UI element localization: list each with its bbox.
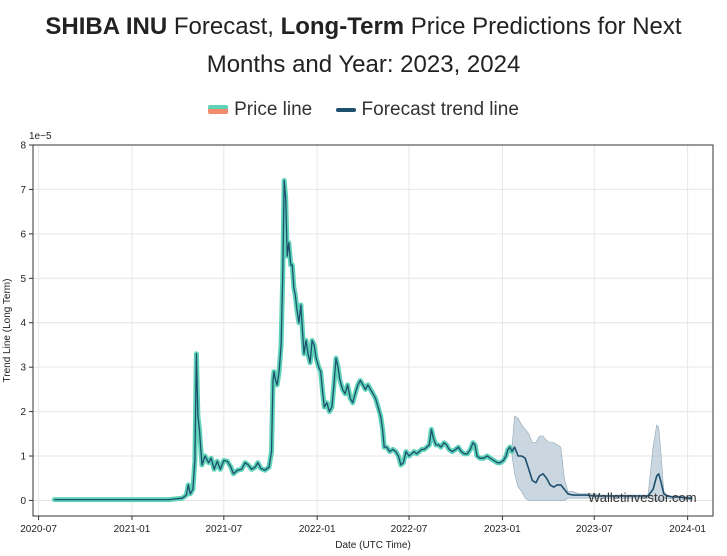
- x-tick-label: 2021-01: [114, 524, 151, 535]
- y-scale-label: 1e−5: [29, 131, 52, 142]
- x-tick-label: 2020-07: [20, 524, 57, 535]
- chart-legend: Price line Forecast trend line: [0, 99, 727, 121]
- x-tick-label: 2024-01: [669, 524, 706, 535]
- title-coin-name: SHIBA INU: [45, 13, 168, 40]
- forecast-line-swatch-icon: [335, 107, 356, 112]
- title-line-2: Months and Year: 2023, 2024: [206, 51, 521, 78]
- y-tick-label: 6: [20, 229, 26, 240]
- price-line-swatch-icon: [208, 105, 229, 115]
- x-tick-label: 2022-01: [299, 524, 336, 535]
- x-axis-label: Date (UTC Time): [335, 540, 411, 551]
- forecast-trend-line: [511, 446, 693, 499]
- plot-frame: [32, 144, 714, 517]
- y-tick-label: 1: [20, 452, 26, 463]
- title-forecast-text: Forecast,: [167, 13, 281, 40]
- legend-item-price[interactable]: Price line: [208, 99, 312, 121]
- chart-title: SHIBA INU Forecast, Long-Term Price Pred…: [0, 8, 727, 84]
- x-tick-label: 2021-07: [205, 524, 242, 535]
- title-line-1: SHIBA INU Forecast, Long-Term Price Pred…: [0, 8, 727, 46]
- legend-price-label: Price line: [234, 99, 313, 120]
- title-predictions-text: Price Predictions for Next: [404, 13, 682, 40]
- y-tick-label: 5: [20, 274, 26, 285]
- y-tick-label: 0: [20, 496, 26, 507]
- price-line-core: [54, 179, 513, 501]
- y-tick-label: 2: [20, 407, 26, 418]
- confidence-band: [511, 415, 693, 501]
- y-axis-ticks: 0 1 2 3 4 5 6 7 8: [20, 141, 33, 507]
- x-axis-ticks: 2020-07 2021-01 2021-07 2022-01 2022-07 2023-…: [20, 516, 706, 535]
- legend-item-forecast[interactable]: Forecast trend line: [335, 99, 519, 121]
- title-long-term: Long-Term: [280, 13, 405, 40]
- grid-lines: [33, 144, 713, 516]
- y-tick-label: 4: [20, 318, 26, 329]
- x-tick-label: 2022-07: [391, 524, 428, 535]
- y-tick-label: 7: [20, 185, 26, 196]
- y-axis-label: Trend Line (Long Term): [2, 279, 13, 383]
- x-tick-label: 2023-01: [484, 524, 521, 535]
- watermark-text: Walletinvestor.com: [588, 490, 697, 505]
- x-tick-label: 2023-07: [576, 524, 613, 535]
- y-tick-label: 8: [20, 141, 26, 152]
- legend-forecast-label: Forecast trend line: [361, 99, 519, 120]
- y-tick-label: 3: [20, 363, 26, 374]
